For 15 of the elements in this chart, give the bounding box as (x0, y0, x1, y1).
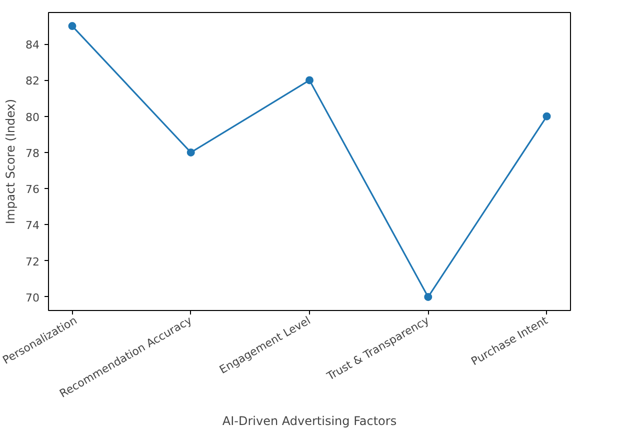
y-tick-label: 74 (26, 219, 40, 232)
point (68, 22, 76, 30)
point (424, 292, 432, 301)
y-tick-label: 72 (26, 255, 40, 268)
y-axis-title: Impact Score (Index) (4, 98, 18, 224)
point (542, 112, 551, 120)
x-axis-title: AI-Driven Advertising Factors (222, 414, 397, 428)
y-tick-label: 78 (26, 146, 40, 160)
y-tick-label: 84 (26, 38, 40, 52)
point (306, 76, 314, 84)
y-tick-label: 76 (26, 183, 40, 196)
y-tick-label: 82 (26, 74, 40, 88)
point (186, 148, 195, 156)
y-tick-label: 80 (26, 110, 40, 124)
y-tick-label: 70 (26, 291, 40, 304)
